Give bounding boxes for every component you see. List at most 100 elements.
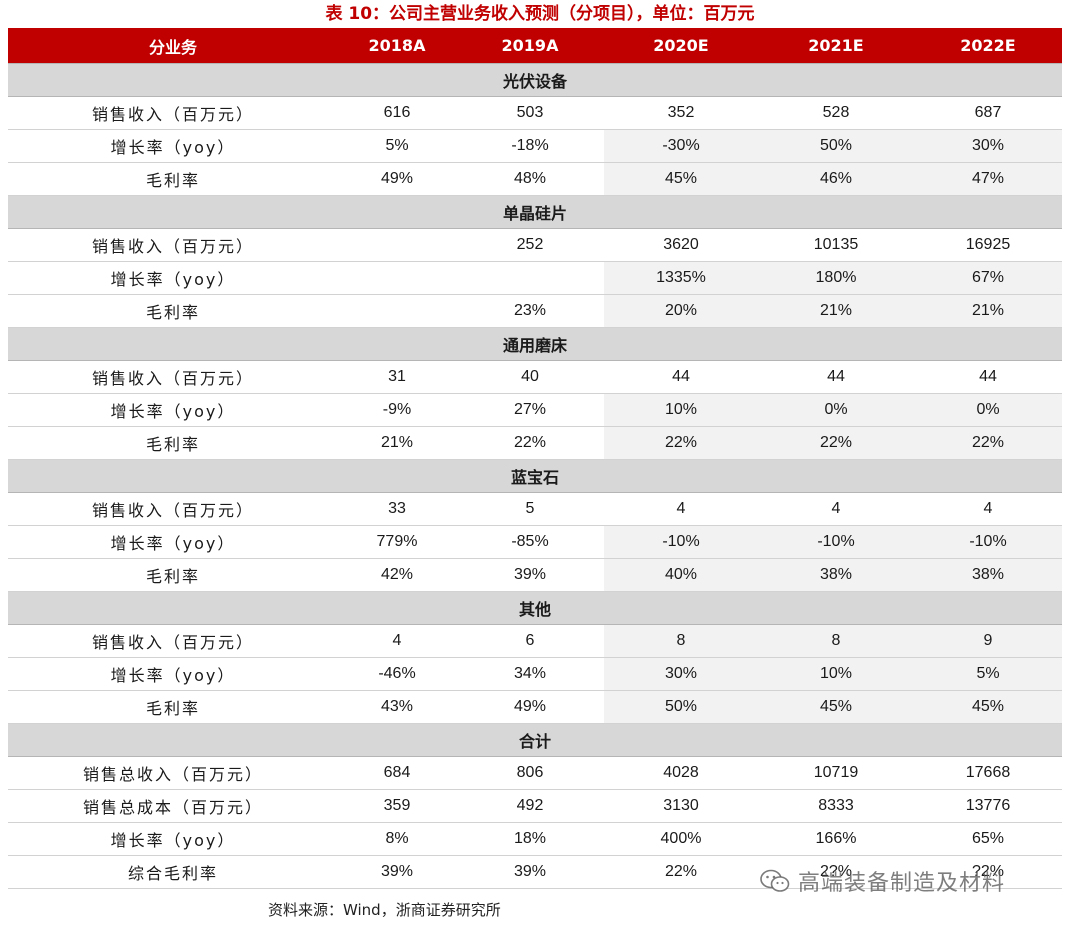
section-title: 蓝宝石 bbox=[8, 459, 1062, 493]
table-cell: 0% bbox=[758, 393, 914, 427]
table-cell: 38% bbox=[914, 558, 1062, 592]
table-cell: 13776 bbox=[914, 789, 1062, 823]
table-cell: 352 bbox=[604, 96, 758, 130]
table-cell: 0% bbox=[914, 393, 1062, 427]
table-cell: 22% bbox=[914, 426, 1062, 460]
table-cell: 45% bbox=[604, 162, 758, 196]
table-cell bbox=[456, 261, 604, 295]
table-cell: 8 bbox=[604, 624, 758, 658]
section-title: 光伏设备 bbox=[8, 63, 1062, 97]
table-cell: 40% bbox=[604, 558, 758, 592]
table-cell: 17668 bbox=[914, 756, 1062, 790]
table-cell: 48% bbox=[456, 162, 604, 196]
revenue-forecast-table: 分业务 2018A 2019A 2020E 2021E 2022E 光伏设备 销售… bbox=[8, 28, 1062, 889]
section-row: 合计 bbox=[8, 723, 1062, 757]
table-cell: 616 bbox=[338, 96, 456, 130]
table-cell: 9 bbox=[914, 624, 1062, 658]
table-cell: 1335% bbox=[604, 261, 758, 295]
table-cell: 180% bbox=[758, 261, 914, 295]
table-cell: 3620 bbox=[604, 228, 758, 262]
table-cell: -10% bbox=[914, 525, 1062, 559]
table-cell: 27% bbox=[456, 393, 604, 427]
source-note: 资料来源：Wind，浙商证券研究所 bbox=[268, 901, 501, 919]
table-cell: 492 bbox=[456, 789, 604, 823]
table-title: 表 10：公司主营业务收入预测（分项目），单位：百万元 bbox=[325, 4, 755, 24]
table-cell: 33 bbox=[338, 492, 456, 526]
table-cell: 400% bbox=[604, 822, 758, 856]
table-cell: 8% bbox=[338, 822, 456, 856]
table-row: 增长率（yoy） -9% 27% 10% 0% 0% bbox=[8, 393, 1062, 427]
header-2019a: 2019A bbox=[456, 28, 604, 64]
table-cell: 8 bbox=[758, 624, 914, 658]
row-label: 毛利率 bbox=[8, 690, 338, 724]
table-cell: 44 bbox=[604, 360, 758, 394]
table-cell: 44 bbox=[914, 360, 1062, 394]
table-cell: 30% bbox=[604, 657, 758, 691]
table-cell: 6 bbox=[456, 624, 604, 658]
table-cell: 22% bbox=[604, 855, 758, 889]
table-cell: 166% bbox=[758, 822, 914, 856]
table-cell: 43% bbox=[338, 690, 456, 724]
watermark-text: 高端装备制造及材料 bbox=[798, 871, 1006, 896]
table-cell: 67% bbox=[914, 261, 1062, 295]
table-row: 毛利率 42% 39% 40% 38% 38% bbox=[8, 558, 1062, 592]
section-title: 通用磨床 bbox=[8, 327, 1062, 361]
table-cell: 3130 bbox=[604, 789, 758, 823]
table-cell: 30% bbox=[914, 129, 1062, 163]
table-cell: 806 bbox=[456, 756, 604, 790]
row-label: 销售收入（百万元） bbox=[8, 492, 338, 526]
wechat-icon bbox=[760, 869, 790, 892]
table-cell: -18% bbox=[456, 129, 604, 163]
table-cell: 528 bbox=[758, 96, 914, 130]
row-label: 销售收入（百万元） bbox=[8, 360, 338, 394]
row-label: 增长率（yoy） bbox=[8, 822, 338, 856]
section-row: 蓝宝石 bbox=[8, 459, 1062, 493]
row-label: 毛利率 bbox=[8, 294, 338, 328]
table-cell: 44 bbox=[758, 360, 914, 394]
table-cell: 40 bbox=[456, 360, 604, 394]
table-cell: 21% bbox=[758, 294, 914, 328]
row-label: 销售总收入（百万元） bbox=[8, 756, 338, 790]
table-row: 毛利率 21% 22% 22% 22% 22% bbox=[8, 426, 1062, 460]
table-row: 增长率（yoy） 1335% 180% 67% bbox=[8, 261, 1062, 295]
row-label: 销售收入（百万元） bbox=[8, 228, 338, 262]
table-cell: 38% bbox=[758, 558, 914, 592]
table-cell: 4 bbox=[758, 492, 914, 526]
table-cell: 684 bbox=[338, 756, 456, 790]
section-row: 单晶硅片 bbox=[8, 195, 1062, 229]
table-cell: -10% bbox=[758, 525, 914, 559]
table-cell bbox=[338, 294, 456, 328]
section-row: 通用磨床 bbox=[8, 327, 1062, 361]
table-cell: 779% bbox=[338, 525, 456, 559]
table-cell: 31 bbox=[338, 360, 456, 394]
table-cell: 503 bbox=[456, 96, 604, 130]
row-label: 增长率（yoy） bbox=[8, 129, 338, 163]
table-cell: 5% bbox=[338, 129, 456, 163]
table-cell: 49% bbox=[338, 162, 456, 196]
row-label: 毛利率 bbox=[8, 558, 338, 592]
table-cell: 50% bbox=[604, 690, 758, 724]
table-row: 毛利率 49% 48% 45% 46% 47% bbox=[8, 162, 1062, 196]
table-body: 光伏设备 销售收入（百万元） 616 503 352 528 687 增长率（yoy） 5% -1… bbox=[8, 63, 1062, 889]
row-label: 销售总成本（百万元） bbox=[8, 789, 338, 823]
row-label: 毛利率 bbox=[8, 162, 338, 196]
table-row: 毛利率 23% 20% 21% 21% bbox=[8, 294, 1062, 328]
table-cell: 18% bbox=[456, 822, 604, 856]
table-cell: 45% bbox=[914, 690, 1062, 724]
table-row: 增长率（yoy） 8% 18% 400% 166% 65% bbox=[8, 822, 1062, 856]
table-cell: 39% bbox=[456, 855, 604, 889]
table-cell: ?2% bbox=[914, 855, 1062, 889]
table-row: 毛利率 43% 49% 50% 45% 45% bbox=[8, 690, 1062, 724]
header-segment: 分业务 bbox=[8, 28, 338, 64]
table-cell: -9% bbox=[338, 393, 456, 427]
table-cell: 4 bbox=[338, 624, 456, 658]
watermark: 高端装备制造及材料 bbox=[760, 866, 1005, 896]
table-row: 销售收入（百万元） 616 503 352 528 687 bbox=[8, 96, 1062, 130]
table-cell: 687 bbox=[914, 96, 1062, 130]
row-label: 增长率（yoy） bbox=[8, 525, 338, 559]
table-cell: 45% bbox=[758, 690, 914, 724]
table-row: 增长率（yoy） 5% -18% -30% 50% 30% bbox=[8, 129, 1062, 163]
table-cell: 10% bbox=[604, 393, 758, 427]
table-cell: 8333 bbox=[758, 789, 914, 823]
table-row: 销售收入（百万元） 31 40 44 44 44 bbox=[8, 360, 1062, 394]
